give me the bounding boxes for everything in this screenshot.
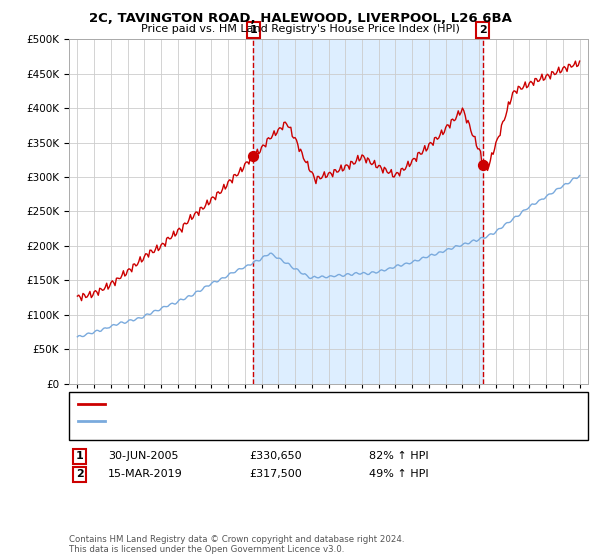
Text: Contains HM Land Registry data © Crown copyright and database right 2024.
This d: Contains HM Land Registry data © Crown c… (69, 535, 404, 554)
Text: 30-JUN-2005: 30-JUN-2005 (108, 451, 179, 461)
Text: 1: 1 (249, 25, 257, 35)
Point (248, 151, 258, 160)
Bar (253, 39, 482, 384)
Text: 2C, TAVINGTON ROAD, HALEWOOD, LIVERPOOL, L26 6BA: 2C, TAVINGTON ROAD, HALEWOOD, LIVERPOOL,… (89, 12, 511, 25)
Text: 2C, TAVINGTON ROAD, HALEWOOD, LIVERPOOL, L26 6BA (detached house): 2C, TAVINGTON ROAD, HALEWOOD, LIVERPOOL,… (111, 399, 479, 409)
Text: £330,650: £330,650 (249, 451, 302, 461)
Text: HPI: Average price, detached house, Knowsley: HPI: Average price, detached house, Know… (111, 416, 338, 426)
Text: 1: 1 (76, 451, 83, 461)
Point (478, 160, 487, 169)
Text: 49% ↑ HPI: 49% ↑ HPI (369, 469, 428, 479)
Text: 82% ↑ HPI: 82% ↑ HPI (369, 451, 428, 461)
Text: £317,500: £317,500 (249, 469, 302, 479)
Text: 2: 2 (479, 25, 487, 35)
Text: Price paid vs. HM Land Registry's House Price Index (HPI): Price paid vs. HM Land Registry's House … (140, 24, 460, 34)
Text: 2: 2 (76, 469, 83, 479)
Text: 15-MAR-2019: 15-MAR-2019 (108, 469, 183, 479)
